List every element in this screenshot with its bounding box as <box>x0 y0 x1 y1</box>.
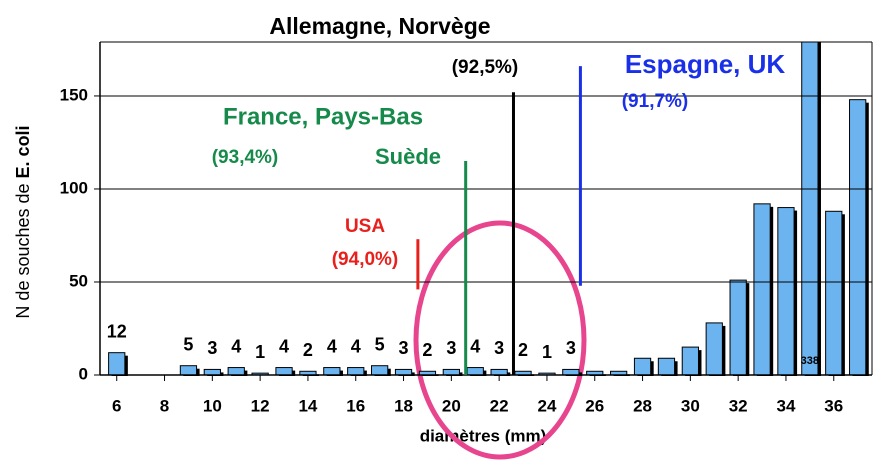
value-label: 338 <box>801 355 819 367</box>
bar <box>394 368 413 376</box>
bar <box>179 365 198 376</box>
value-label: 4 <box>470 336 480 356</box>
x-tick-label: 34 <box>776 396 795 415</box>
bar <box>777 207 795 376</box>
value-label: 3 <box>446 338 456 358</box>
y-tick-label: 50 <box>69 271 88 290</box>
bar <box>705 322 723 376</box>
y-tick-label: 100 <box>60 178 88 197</box>
bar <box>275 367 293 376</box>
highlight-ellipse <box>413 220 587 460</box>
value-label: 4 <box>351 336 361 356</box>
annotation-text: (93,4%) <box>212 147 279 168</box>
bar <box>108 352 126 376</box>
annotation-text: USA <box>345 216 385 237</box>
bar <box>466 367 484 376</box>
x-tick-label: 20 <box>442 396 461 415</box>
annotation-text: (91,7%) <box>622 91 689 112</box>
bar <box>347 367 365 376</box>
bar <box>203 368 221 376</box>
x-tick-label: 12 <box>251 396 270 415</box>
value-label: 2 <box>422 340 432 360</box>
bar <box>753 203 771 376</box>
value-label: 4 <box>279 336 289 356</box>
x-tick-label: 16 <box>346 396 365 415</box>
annotation-text: Allemagne, Norvège <box>269 13 490 39</box>
bar <box>323 367 341 376</box>
annotation-text: Suède <box>375 144 441 169</box>
value-label: 2 <box>518 340 528 360</box>
value-label: 3 <box>399 338 409 358</box>
x-tick-label: 28 <box>633 396 652 415</box>
x-tick-label: 26 <box>585 396 604 415</box>
bar <box>801 42 819 376</box>
annotation-text: France, Pays-Bas <box>223 103 423 130</box>
bar <box>442 368 460 376</box>
x-tick-label: 8 <box>160 396 169 415</box>
annotation-text: (92,5%) <box>452 57 519 78</box>
y-label-text: N de souches de <box>13 183 33 318</box>
bar <box>681 346 699 376</box>
plot-area <box>108 42 869 378</box>
value-label: 2 <box>303 340 313 360</box>
x-tick-label: 36 <box>824 396 843 415</box>
bar <box>729 279 747 376</box>
x-tick-label: 22 <box>490 396 509 415</box>
bar <box>825 210 843 376</box>
value-label: 5 <box>375 334 385 354</box>
value-label: 5 <box>183 334 193 354</box>
bar-shadow <box>255 376 271 378</box>
annotation-text: Espagne, UK <box>625 49 786 79</box>
x-axis-label: diamètres (mm) <box>420 426 547 445</box>
x-tick-label: 6 <box>112 396 121 415</box>
x-tick-label: 14 <box>298 396 317 415</box>
value-label: 4 <box>327 336 337 356</box>
value-label: 4 <box>231 336 241 356</box>
x-tick-label: 30 <box>681 396 700 415</box>
y-axis-label: N de souches de E. coli <box>13 125 33 318</box>
bar <box>562 368 580 376</box>
y-label-emphasis: E. coli <box>13 125 33 178</box>
bar <box>849 99 867 376</box>
bar <box>657 357 676 376</box>
x-tick-label: 18 <box>394 396 413 415</box>
value-label: 12 <box>107 321 127 341</box>
y-tick-label: 0 <box>79 364 88 383</box>
y-tick-label: 150 <box>60 85 88 104</box>
value-label: 1 <box>542 342 552 362</box>
bar <box>633 357 652 376</box>
value-label: 3 <box>566 338 576 358</box>
bar <box>371 365 389 376</box>
annotation-text: (94,0%) <box>332 249 399 270</box>
x-tick-label: 10 <box>203 396 222 415</box>
bar <box>490 368 508 376</box>
x-tick-label: 32 <box>729 396 748 415</box>
value-label: 3 <box>494 338 504 358</box>
value-label: 1 <box>255 342 265 362</box>
bar <box>227 367 245 376</box>
bar-shadow <box>542 376 558 378</box>
x-tick-label: 24 <box>537 396 556 415</box>
value-label: 3 <box>207 338 217 358</box>
